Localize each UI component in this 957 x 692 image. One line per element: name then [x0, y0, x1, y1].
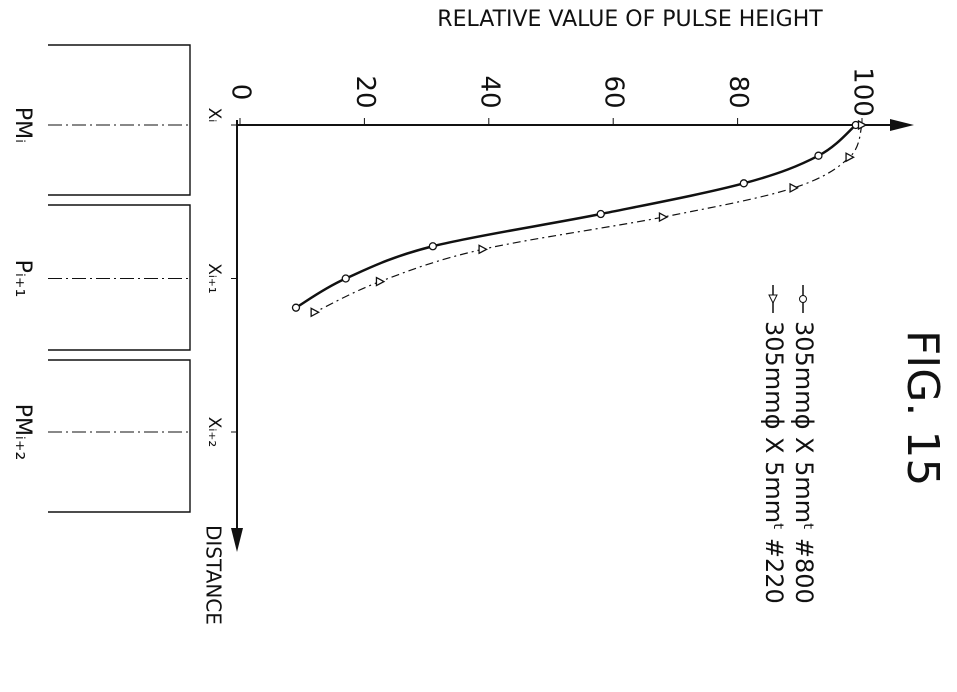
marker [658, 212, 669, 223]
marker [845, 152, 855, 163]
x-tick-label: Xᵢ [204, 108, 224, 123]
axis-arrow [890, 119, 914, 131]
legend-marker [799, 295, 807, 303]
y-tick-label: 80 [723, 75, 753, 108]
marker [596, 209, 605, 219]
marker [478, 244, 488, 255]
marker [857, 119, 868, 131]
marker [739, 179, 748, 188]
figure-label: FIG. 15 [897, 330, 948, 486]
marker [428, 242, 437, 251]
legend-label: 305mmϕ X 5mmᵗ #800 [790, 321, 818, 604]
panel-label: PMᵢ₊₂ [10, 404, 35, 461]
y-tick-label: 100 [848, 67, 878, 117]
y-tick-label: 60 [599, 75, 629, 108]
y-tick-label: 40 [474, 75, 504, 108]
series-line [314, 124, 863, 313]
legend-marker [768, 294, 778, 305]
marker [814, 151, 823, 160]
marker [291, 303, 301, 312]
x-axis-label: DISTANCE [202, 525, 226, 625]
panel-label: Pᵢ₊₁ [10, 260, 35, 298]
x-tick-label: Xᵢ₊₁ [204, 263, 224, 293]
panel-label: PMᵢ [10, 107, 35, 143]
x-tick-label: Xᵢ₊₂ [204, 417, 224, 447]
chart-title: RELATIVE VALUE OF PULSE HEIGHT [437, 7, 823, 32]
axis-arrow [231, 528, 243, 552]
y-tick-label: 20 [350, 75, 380, 108]
legend-label: 305mmϕ X 5mmᵗ #220 [760, 321, 788, 604]
marker [341, 274, 350, 283]
panel-boxes [48, 44, 191, 513]
marker [789, 182, 799, 194]
y-tick-label: 0 [226, 84, 256, 101]
marker [375, 276, 386, 287]
marker [310, 307, 321, 318]
